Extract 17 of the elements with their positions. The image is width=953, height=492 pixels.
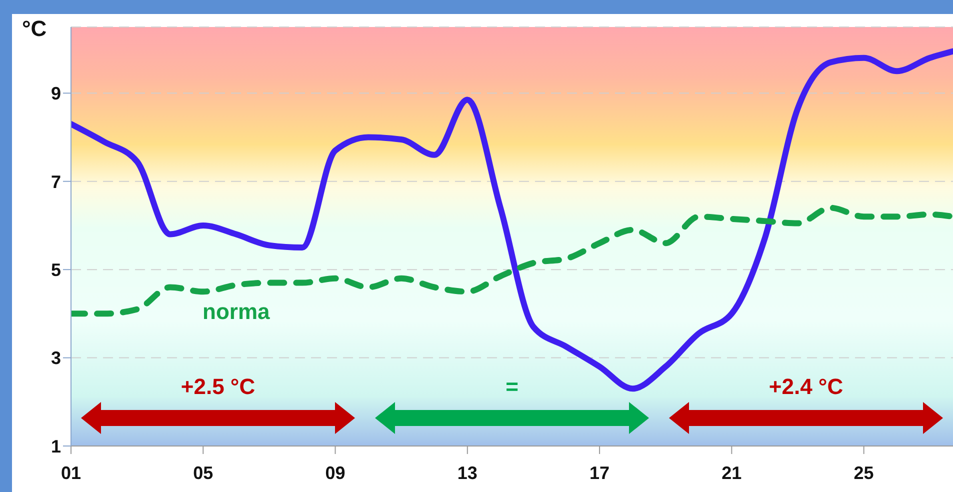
annotation: +2.4 °C [768, 374, 844, 399]
y-tick-label: 5 [50, 260, 61, 280]
x-tick-label: 17 [590, 462, 610, 483]
y-tick-label: 9 [50, 84, 61, 104]
x-tick-label: 09 [325, 462, 346, 483]
x-tick-label: 01 [60, 462, 82, 483]
y-tick-label: 7 [50, 172, 61, 192]
annotation: +2.5 °C [180, 374, 256, 399]
x-tick-label: 21 [722, 462, 742, 483]
x-tick-label: 05 [193, 462, 214, 483]
x-tick-label: 25 [854, 462, 874, 483]
annotation: = [506, 374, 518, 399]
x-tick-label: 13 [457, 462, 478, 483]
series-label: norma [202, 299, 271, 324]
y-tick-label: 3 [50, 348, 61, 368]
y-tick-label: 1 [50, 436, 61, 456]
y-axis-title: °C [22, 16, 47, 42]
